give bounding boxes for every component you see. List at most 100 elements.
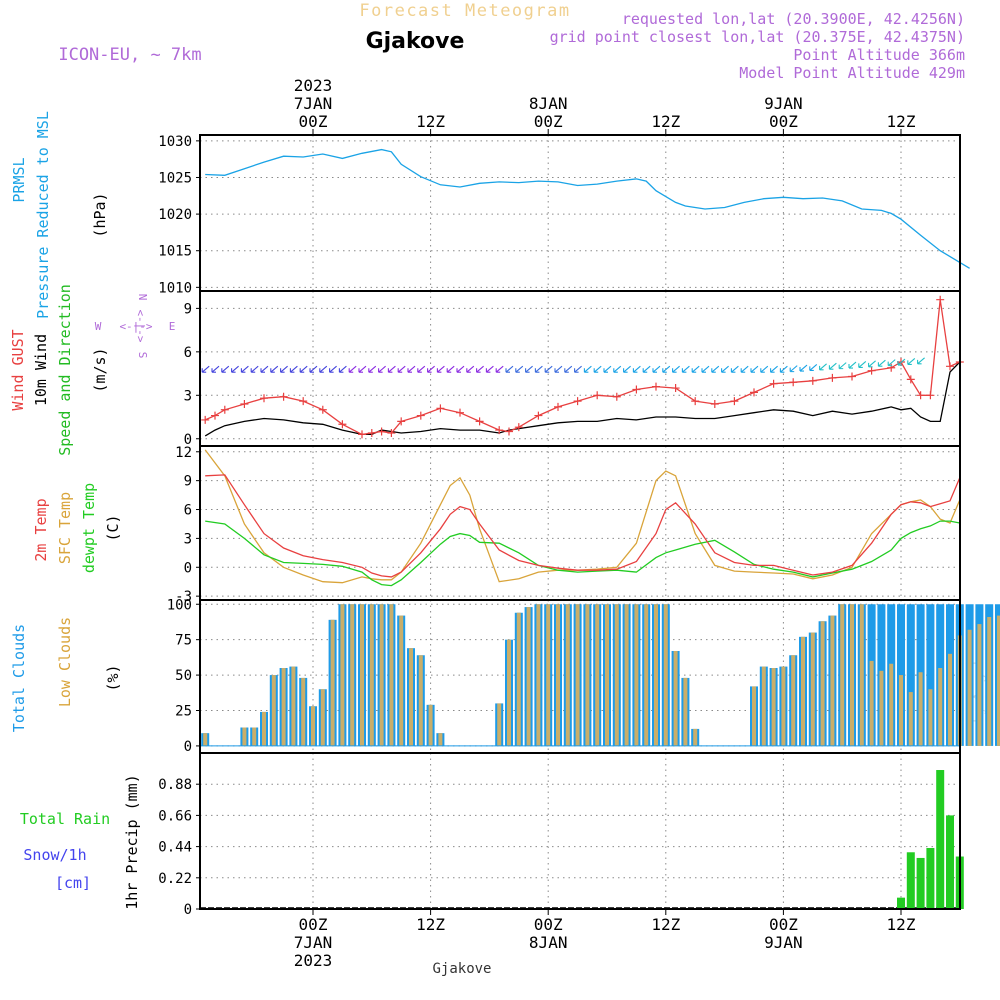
- wind-direction-arrow: [417, 365, 426, 373]
- wind-gust-marker: [220, 405, 229, 414]
- low-cloud-bar: [399, 615, 404, 746]
- precip-ytick-label: 0: [184, 902, 192, 918]
- wind-direction-arrow: [289, 365, 298, 373]
- wind-direction-arrow: [809, 364, 818, 371]
- wind-direction-arrow: [201, 365, 210, 373]
- low-cloud-bar: [536, 604, 541, 746]
- wind-gust-marker: [730, 397, 739, 406]
- precip-ytick-label: 0.66: [158, 808, 192, 824]
- wind-direction-arrow: [378, 365, 386, 373]
- wind-label: 10m Wind: [32, 334, 50, 406]
- wind-direction-arrow: [485, 365, 494, 373]
- direction-label: Speed and Direction: [56, 284, 74, 456]
- low-cloud-bar: [634, 604, 639, 746]
- wind-direction-arrow: [319, 365, 328, 373]
- prmsl-label: PRMSL: [10, 157, 28, 202]
- pressure-msl-label: Pressure Reduced to MSL: [34, 111, 52, 319]
- time-axis-top-label: 00Z: [534, 112, 563, 131]
- time-axis-bottom-label: 12Z: [887, 915, 916, 934]
- low-cloud-bar: [752, 686, 756, 746]
- wind-direction-arrow: [779, 365, 788, 373]
- time-axis-top-label: 00Z: [769, 112, 798, 131]
- model-altitude: Model Point Altitude 429m: [739, 64, 965, 82]
- low-cloud-bar: [683, 677, 688, 746]
- compass-we-arrow: <-|->: [119, 320, 152, 333]
- compass-north: N: [136, 294, 149, 301]
- pressure-ytick-label: 1025: [158, 170, 192, 186]
- temperature-ytick-label: 6: [184, 503, 192, 519]
- compass-west: W: [95, 320, 102, 333]
- cloud-unit-label: (%): [104, 664, 122, 691]
- precip-ytick-label: 0.44: [158, 840, 192, 856]
- wind-direction-arrow: [672, 365, 680, 373]
- low-cloud-bar: [350, 604, 355, 746]
- model-label: ICON-EU, ~ 7km: [58, 45, 201, 65]
- total-rain-label: Total Rain: [20, 810, 110, 828]
- rain-bar: [936, 770, 945, 909]
- wind-direction-arrow: [240, 365, 249, 373]
- wind-gust-marker: [318, 405, 327, 414]
- pressure-ytick-label: 1015: [158, 244, 192, 260]
- wind-gust-marker: [789, 378, 798, 387]
- precip-unit-label: 1hr Precip (mm): [123, 774, 141, 909]
- wind-direction-arrow: [848, 361, 857, 369]
- low-cloud-bar: [320, 689, 325, 746]
- wind-direction-arrow: [211, 365, 220, 373]
- wind-gust-marker: [201, 415, 210, 424]
- wind-direction-arrow: [887, 359, 896, 367]
- wind-gust-marker: [946, 362, 954, 371]
- low-cloud-bar: [997, 615, 1000, 746]
- supertitle: Forecast Meteogram: [359, 1, 570, 21]
- low-cloud-bar: [409, 648, 413, 746]
- wind-direction-arrow: [338, 365, 347, 373]
- temperature-ytick-label: 12: [175, 445, 192, 461]
- cloud-ytick-label: 50: [175, 668, 192, 684]
- wind-direction-arrow: [574, 365, 582, 373]
- temp-2m-line: [205, 474, 961, 578]
- panel-border: [199, 752, 961, 910]
- time-axis-bottom-label: 00Z: [299, 915, 328, 934]
- cloud-ytick-label: 25: [175, 704, 192, 720]
- wind-direction-arrow: [770, 365, 778, 373]
- wind-direction-arrow: [476, 365, 484, 373]
- time-axis-bottom-label: 12Z: [651, 915, 680, 934]
- wind-gust-marker: [652, 382, 660, 391]
- wind-direction-arrow: [329, 365, 337, 373]
- dewpt-line: [205, 520, 960, 587]
- time-axis-top-label: 12Z: [416, 112, 445, 131]
- total-cloud-bar: [926, 604, 935, 746]
- wind-direction-arrow: [750, 365, 759, 373]
- wind-gust-marker: [377, 427, 386, 436]
- low-cloud-bar: [281, 668, 286, 746]
- snow-label: Snow/1h: [23, 846, 86, 864]
- low-cloud-bar: [624, 604, 629, 746]
- wind-direction-arrow: [280, 365, 288, 373]
- low-cloud-bar: [761, 666, 766, 746]
- low-cloud-bar: [340, 604, 345, 746]
- point-altitude: Point Altitude 366m: [793, 46, 965, 64]
- time-axis-bottom-label: 12Z: [416, 915, 445, 934]
- wind-gust-marker: [710, 399, 719, 408]
- wind-ytick-label: 9: [184, 301, 192, 317]
- wind-gust-marker: [926, 391, 935, 400]
- low-cloud-bar: [987, 617, 992, 746]
- pressure-ytick-label: 1030: [158, 134, 192, 150]
- wind-gust-marker: [416, 411, 425, 420]
- pressure-ytick-label: 1010: [158, 280, 192, 296]
- low-cloud-bar: [301, 677, 306, 746]
- low-cloud-bar: [389, 604, 394, 746]
- low-cloud-bar: [516, 612, 521, 746]
- wind-direction-arrow: [897, 358, 906, 366]
- low-cloud-bar: [556, 604, 560, 746]
- gridpoint-coords: grid point closest lon,lat (20.375E, 42.…: [550, 28, 965, 46]
- low-cloud-bar: [889, 663, 894, 746]
- rain-bar: [906, 852, 915, 909]
- time-axis-top-label: 7JAN: [294, 94, 333, 113]
- wind-gust-marker: [495, 426, 504, 435]
- low-cloud-bar: [614, 604, 619, 746]
- wind-gust-marker: [358, 430, 366, 439]
- wind-direction-arrow: [358, 365, 367, 373]
- low-cloud-bar: [879, 670, 884, 746]
- wind-direction-arrow: [828, 362, 837, 370]
- pressure-line: [205, 148, 970, 269]
